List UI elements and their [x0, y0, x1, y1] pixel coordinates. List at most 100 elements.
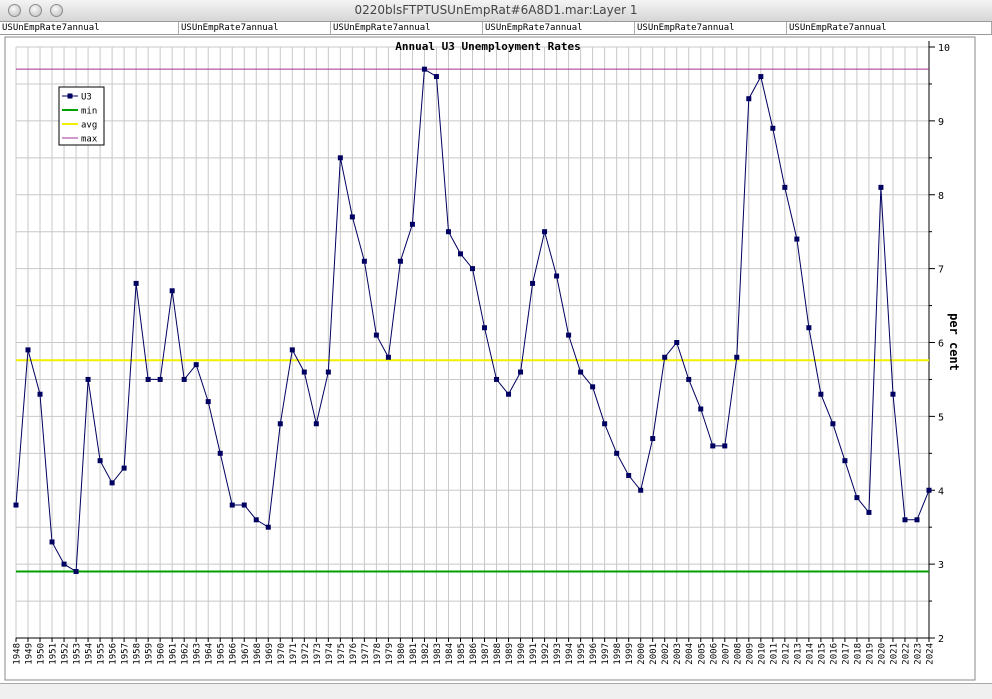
x-tick-label: 1986	[469, 643, 479, 665]
layer-tab[interactable]: USUnEmpRate7annual	[331, 22, 483, 34]
data-point	[734, 354, 740, 360]
data-point	[157, 376, 163, 382]
x-tick-label: 1949	[25, 643, 35, 665]
legend-label: U3	[81, 93, 92, 103]
layer-tab[interactable]: USUnEmpRate7annual	[179, 22, 331, 34]
x-tick-label: 1954	[85, 643, 95, 665]
x-tick-label: 1971	[289, 643, 299, 665]
data-point	[325, 369, 331, 375]
x-tick-label: 2010	[757, 643, 767, 665]
x-tick-label: 2015	[817, 643, 827, 665]
close-window-button[interactable]	[8, 4, 21, 17]
layer-tab[interactable]: USUnEmpRate7annual	[787, 22, 992, 34]
x-tick-label: 1956	[109, 643, 119, 665]
x-tick-label: 1969	[265, 643, 275, 665]
chart-grid	[15, 46, 930, 639]
data-point	[650, 436, 656, 442]
plot-frame	[4, 36, 976, 681]
data-point	[866, 509, 872, 515]
data-series	[13, 66, 932, 575]
data-point	[457, 251, 463, 257]
data-point	[590, 384, 596, 390]
x-tick-label: 1984	[445, 643, 455, 665]
x-tick-label: 1994	[565, 643, 575, 665]
data-point	[373, 332, 379, 338]
data-point	[794, 236, 800, 242]
data-point	[626, 472, 632, 478]
x-tick-label: 2008	[733, 643, 743, 665]
data-point	[301, 369, 307, 375]
x-tick-label: 2002	[661, 643, 671, 665]
y-tick-label: 8	[938, 191, 944, 202]
data-point	[818, 391, 824, 397]
data-point	[806, 325, 812, 331]
legend-label: avg	[81, 121, 97, 131]
data-point	[361, 258, 367, 264]
layer-tab[interactable]: USUnEmpRate7annual	[0, 22, 179, 34]
y-tick-label: 9	[938, 117, 944, 128]
x-tick-label: 1950	[37, 643, 47, 665]
x-tick-label: 1982	[421, 643, 431, 665]
data-point	[349, 214, 355, 220]
x-tick-label: 1988	[493, 643, 503, 665]
x-tick-label: 1974	[325, 643, 335, 665]
x-tick-label: 1948	[13, 643, 23, 665]
x-tick-label: 1959	[145, 643, 155, 665]
data-point	[229, 502, 235, 508]
x-tick-label: 2018	[853, 643, 863, 665]
data-point	[926, 487, 932, 493]
legend-marker	[67, 93, 73, 99]
data-point	[337, 155, 343, 161]
data-point	[602, 421, 608, 427]
layer-tab[interactable]: USUnEmpRate7annual	[483, 22, 635, 34]
data-point	[205, 399, 211, 405]
x-tick-label: 2007	[721, 643, 731, 665]
data-point	[578, 369, 584, 375]
x-tick-label: 1997	[601, 643, 611, 665]
x-tick-label: 1976	[349, 643, 359, 665]
layer-tab[interactable]: USUnEmpRate7annual	[635, 22, 787, 34]
status-bar	[0, 683, 992, 699]
chart-legend: U3 min avg max	[58, 86, 105, 146]
y-tick-label: 4	[938, 486, 944, 497]
x-tick-label: 1951	[49, 643, 59, 665]
x-tick-label: 1975	[337, 643, 347, 665]
data-point	[445, 229, 451, 235]
x-tick-label: 1953	[73, 643, 83, 665]
x-tick-label: 2019	[865, 643, 875, 665]
data-point	[169, 288, 175, 294]
x-tick-label: 1996	[589, 643, 599, 665]
zoom-window-button[interactable]	[50, 4, 63, 17]
data-point	[265, 524, 271, 530]
data-point	[662, 354, 668, 360]
data-point	[554, 273, 560, 279]
x-tick-label: 1990	[517, 643, 527, 665]
data-point	[782, 184, 788, 190]
x-tick-label: 1992	[541, 643, 551, 665]
x-tick-label: 2013	[793, 643, 803, 665]
data-point	[638, 487, 644, 493]
x-tick-label: 2017	[841, 643, 851, 665]
data-point	[482, 325, 488, 331]
window-title: 0220blsFTPTUSUnEmpRat#6A8D1.mar:Layer 1	[354, 3, 638, 17]
data-point	[181, 376, 187, 382]
minimize-window-button[interactable]	[29, 4, 42, 17]
x-tick-label: 2009	[745, 643, 755, 665]
window-titlebar: 0220blsFTPTUSUnEmpRat#6A8D1.mar:Layer 1	[0, 0, 992, 22]
data-point	[25, 347, 31, 353]
x-tick-label: 1995	[577, 643, 587, 665]
x-tick-label: 1955	[97, 643, 107, 665]
data-point	[614, 450, 620, 456]
data-point	[97, 458, 103, 464]
x-axis: 1948 1949 1950 1951 1952 1953 1954 1955 1956 1957…	[13, 637, 936, 665]
x-tick-label: 2004	[685, 643, 695, 665]
y-tick-label: 7	[938, 265, 944, 276]
data-point	[890, 391, 896, 397]
legend-label: min	[81, 107, 97, 117]
x-tick-label: 2001	[649, 643, 659, 665]
data-point	[433, 74, 439, 80]
x-tick-label: 1968	[253, 643, 263, 665]
x-tick-label: 1972	[301, 643, 311, 665]
x-tick-label: 1979	[385, 643, 395, 665]
x-tick-label: 2024	[926, 643, 936, 665]
